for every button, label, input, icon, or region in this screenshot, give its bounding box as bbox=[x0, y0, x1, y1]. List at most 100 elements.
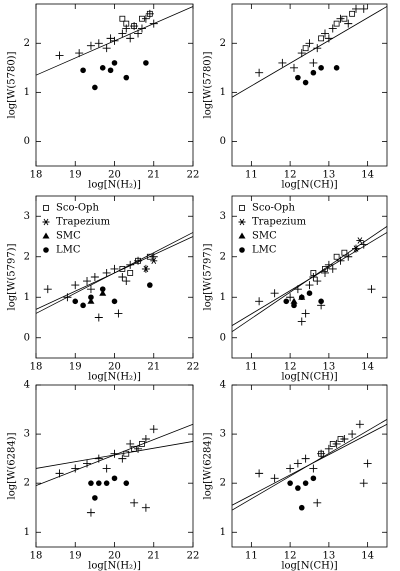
x-tick-label: 21 bbox=[147, 551, 160, 562]
y-tick-label: 1 bbox=[24, 292, 30, 303]
x-tick-label: 12 bbox=[284, 170, 297, 181]
legend-marker bbox=[239, 205, 245, 211]
point bbox=[94, 454, 103, 463]
point bbox=[131, 445, 138, 452]
point bbox=[72, 298, 79, 305]
point bbox=[119, 265, 126, 272]
x-tick-label: 14 bbox=[361, 362, 374, 373]
y-axis-label: log[W(5780)] bbox=[7, 51, 18, 118]
point bbox=[92, 84, 98, 91]
point bbox=[302, 45, 309, 52]
y-tick-label: 1 bbox=[220, 527, 226, 538]
point bbox=[270, 289, 279, 298]
point bbox=[141, 14, 150, 23]
point bbox=[86, 285, 95, 294]
point bbox=[293, 285, 302, 294]
y-tick-label: 2 bbox=[220, 251, 226, 262]
point bbox=[111, 475, 118, 482]
x-tick-label: 12 bbox=[284, 362, 297, 373]
x-axis-label: log[N(H₂)] bbox=[88, 372, 141, 383]
y-tick-label: 2 bbox=[24, 251, 30, 262]
point bbox=[309, 58, 318, 67]
point bbox=[102, 44, 111, 53]
y-tick-label: 0 bbox=[220, 332, 226, 343]
point bbox=[309, 464, 318, 473]
point bbox=[96, 480, 102, 486]
point bbox=[127, 270, 134, 276]
point bbox=[134, 444, 143, 453]
point bbox=[341, 249, 348, 256]
legend-marker bbox=[42, 232, 50, 239]
y-tick-label: 2 bbox=[220, 478, 226, 489]
point bbox=[88, 480, 94, 486]
point bbox=[344, 252, 353, 261]
fit-line bbox=[35, 236, 194, 310]
point bbox=[83, 459, 92, 468]
x-tick-label: 11 bbox=[245, 170, 258, 181]
point bbox=[290, 297, 298, 304]
point bbox=[298, 294, 305, 301]
point bbox=[107, 67, 114, 74]
legend-label: LMC bbox=[252, 245, 277, 256]
point bbox=[286, 464, 295, 473]
point bbox=[295, 485, 301, 491]
legend-label: SMC bbox=[56, 231, 81, 242]
point bbox=[126, 439, 135, 448]
point bbox=[86, 41, 95, 50]
point bbox=[123, 74, 130, 81]
point bbox=[150, 257, 158, 265]
point bbox=[141, 503, 150, 512]
point bbox=[286, 293, 295, 302]
point bbox=[149, 425, 158, 434]
point bbox=[324, 444, 333, 453]
point bbox=[75, 49, 84, 58]
point bbox=[110, 36, 119, 45]
point bbox=[367, 285, 376, 294]
point bbox=[328, 264, 337, 273]
point bbox=[344, 19, 353, 28]
point bbox=[141, 435, 150, 443]
point bbox=[94, 313, 103, 322]
point bbox=[83, 277, 92, 286]
plot-frame bbox=[231, 3, 388, 167]
legend-marker bbox=[43, 247, 49, 253]
point bbox=[255, 469, 264, 478]
x-tick-label: 18 bbox=[30, 170, 43, 181]
x-tick-label: 21 bbox=[147, 362, 160, 373]
point bbox=[318, 35, 325, 42]
point bbox=[43, 285, 52, 294]
point bbox=[283, 298, 290, 305]
x-axis-label: log[N(H₂)] bbox=[88, 561, 141, 571]
point bbox=[55, 51, 64, 60]
point bbox=[118, 454, 127, 463]
point bbox=[321, 268, 329, 277]
panel: 18 19 20 21 22 1 2 3 4 log[N(H₂)] log[W(6284)] bbox=[7, 380, 200, 571]
point bbox=[302, 480, 309, 486]
point bbox=[322, 265, 328, 272]
point bbox=[333, 20, 340, 27]
point bbox=[102, 464, 111, 473]
point bbox=[103, 480, 110, 486]
point bbox=[359, 4, 368, 13]
point bbox=[139, 441, 145, 447]
point bbox=[131, 23, 138, 29]
point bbox=[149, 19, 158, 28]
point bbox=[87, 297, 95, 304]
point bbox=[90, 273, 99, 281]
y-tick-label: 4 bbox=[220, 380, 226, 391]
point bbox=[118, 29, 127, 38]
point bbox=[313, 277, 322, 286]
y-tick-label: 2 bbox=[24, 38, 30, 49]
x-tick-label: 19 bbox=[69, 170, 82, 181]
point bbox=[305, 281, 314, 290]
point bbox=[137, 24, 146, 33]
y-tick-label: 1 bbox=[24, 527, 30, 538]
point bbox=[301, 309, 310, 318]
plot-frame bbox=[231, 384, 388, 548]
y-axis-label: log[W(5797)] bbox=[203, 243, 214, 310]
point bbox=[110, 449, 119, 458]
x-tick-label: 19 bbox=[69, 362, 82, 373]
point bbox=[313, 44, 322, 53]
